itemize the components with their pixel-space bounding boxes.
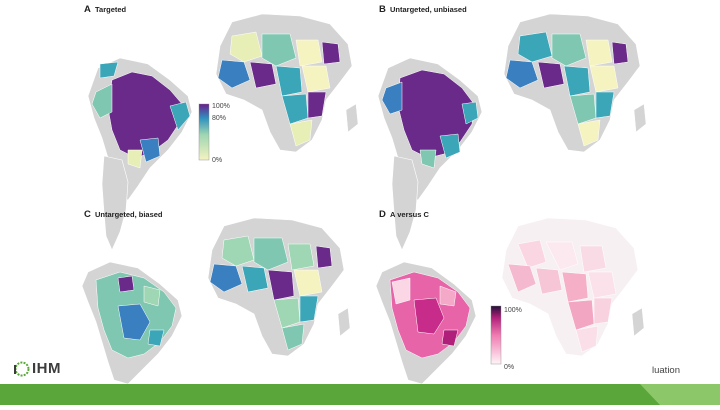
legend-a-bottom-label: 0%	[212, 157, 222, 164]
panel-a-letter: A	[84, 4, 91, 15]
south-america-map-b	[377, 57, 483, 251]
ihme-logo: IHM	[14, 360, 61, 377]
panel-c: C Untargeted, biased	[81, 209, 351, 385]
legend-d: 100% 0%	[490, 305, 522, 371]
legend-a-mid-label: 80%	[212, 115, 226, 122]
panel-a-title: Targeted	[95, 5, 127, 14]
footer-bar	[0, 384, 720, 405]
legend-d-top-label: 100%	[504, 307, 522, 314]
legend-a-top-label: 100%	[212, 103, 230, 110]
africa-map-c	[207, 217, 351, 357]
logo-mark-icon	[14, 361, 30, 376]
africa-map-a	[215, 13, 359, 153]
panel-d-letter: D	[379, 209, 386, 220]
panel-c-title: Untargeted, biased	[95, 210, 163, 219]
legend-a-colorbar	[198, 103, 210, 161]
legend-d-colorbar	[490, 305, 502, 365]
panel-d: D A versus C 100% 0%	[375, 209, 645, 385]
panel-d-title: A versus C	[390, 210, 429, 219]
panel-c-letter: C	[84, 209, 91, 220]
south-america-map-c	[81, 261, 183, 385]
africa-map-d	[501, 217, 645, 357]
legend-d-bottom-label: 0%	[504, 364, 514, 371]
africa-map-b	[503, 13, 647, 153]
panel-b: B Untargeted, unbiased	[377, 4, 647, 251]
south-america-map-d	[375, 261, 477, 385]
panel-b-letter: B	[379, 4, 386, 15]
legend-a: 100% 80% 0%	[198, 103, 230, 164]
south-america-map-a	[87, 57, 193, 251]
panel-a: A Targeted	[84, 4, 359, 251]
panel-b-title: Untargeted, unbiased	[390, 5, 467, 14]
logo-text: IHM	[32, 360, 61, 377]
footer-tail-text: luation	[652, 365, 680, 376]
